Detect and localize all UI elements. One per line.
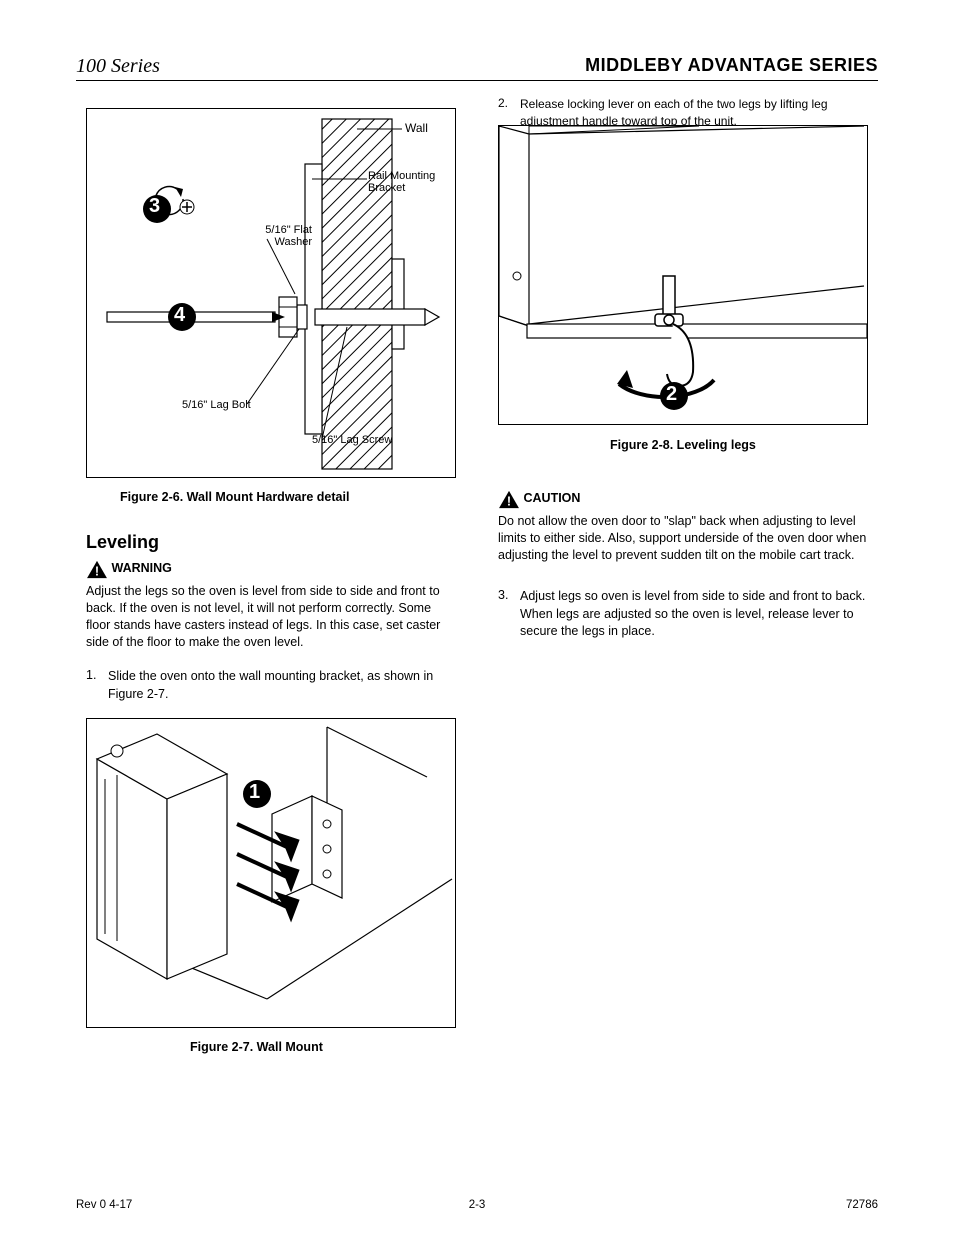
fig6-label-screw: 5/16" Lag Screw [312,434,402,446]
warning-title: WARNING [111,561,171,575]
svg-text:!: ! [507,494,511,508]
caution-icon: ! [498,490,520,509]
fig6-label-wall: Wall [405,121,428,135]
caution-block: ! CAUTION Do not allow the oven door to … [498,490,868,564]
caution-text: Do not allow the oven door to "slap" bac… [498,513,868,564]
caution-title: CAUTION [523,491,580,505]
fig6-label-bolt: 5/16" Lag Bolt [182,399,262,411]
warning-leveling: ! WARNING Adjust the legs so the oven is… [86,560,456,651]
fig6-label-washer: 5/16" Flat Washer [237,224,312,248]
heading-leveling: Leveling [86,530,159,555]
step-3-text: Adjust legs so oven is level from side t… [520,588,868,641]
fig6-callout-3: 3 [149,195,160,218]
warning-icon: ! [86,560,108,579]
fig8-callout-2: 2 [666,383,677,406]
figure-2-7-caption: Figure 2-7. Wall Mount [190,1040,323,1054]
figure-2-8: 2 [498,125,868,425]
header-brand: MIDDLEBY ADVANTAGE SERIES [585,55,878,76]
footer-rev: Rev 0 4-17 [76,1199,132,1211]
figure-2-8-caption: Figure 2-8. Leveling legs [610,438,756,452]
step-1-text: Slide the oven onto the wall mounting br… [108,668,456,703]
warning-text: Adjust the legs so the oven is level fro… [86,583,456,651]
header-rule [76,80,878,81]
step-2-num: 2. [498,96,508,110]
step-1-num: 1. [86,668,96,682]
figure-2-7: 1 [86,718,456,1028]
fig6-label-bracket-fix: Rail Mounting Bracket [368,170,463,194]
figure-2-6: 3 4 Wall 5/16" Flat Washer 5/16" Lag Bol… [86,108,456,478]
step-1: 1. Slide the oven onto the wall mounting… [86,668,456,703]
step-3: 3. Adjust legs so oven is level from sid… [498,588,868,641]
fig7-callout-1: 1 [249,781,260,804]
footer-page-num: 2-3 [469,1199,486,1211]
step-3-num: 3. [498,588,508,602]
svg-text:!: ! [95,564,99,578]
figure-2-6-caption: Figure 2-6. Wall Mount Hardware detail [120,490,349,504]
header-series: 100 Series [76,55,160,78]
footer-doc-num: 72786 [846,1199,878,1211]
fig6-callout-4: 4 [174,304,185,327]
